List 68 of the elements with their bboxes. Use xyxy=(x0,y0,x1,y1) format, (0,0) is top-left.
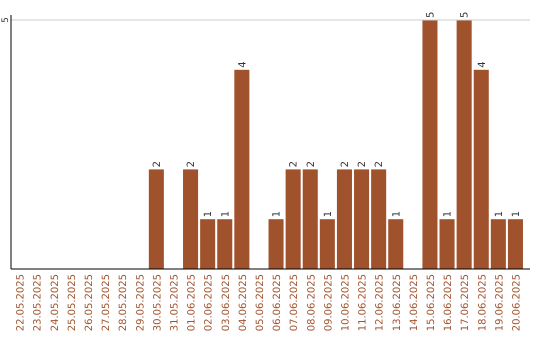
bar xyxy=(268,219,284,269)
data-label: 1 xyxy=(510,210,522,218)
data-label: 2 xyxy=(357,161,368,168)
bar xyxy=(320,219,335,269)
bar xyxy=(336,169,352,269)
x-tick-label: 11.06.2025 xyxy=(358,274,369,332)
x-tick-label: 29.05.2025 xyxy=(135,274,146,332)
x-tick-label: 05.06.2025 xyxy=(254,274,266,332)
x-tick-label: 22.05.2025 xyxy=(16,274,27,332)
data-label: 2 xyxy=(186,161,198,168)
x-tick-label: 10.06.2025 xyxy=(340,274,352,332)
x-tick-label: 24.05.2025 xyxy=(50,274,61,332)
bar xyxy=(388,219,404,269)
data-label: 2 xyxy=(340,161,351,168)
data-label: 1 xyxy=(272,210,283,218)
data-label: 4 xyxy=(237,61,248,68)
data-label: 2 xyxy=(306,161,317,168)
x-tick-label: 15.06.2025 xyxy=(426,274,437,332)
x-tick-label: 01.06.2025 xyxy=(186,274,198,332)
bar xyxy=(217,219,232,269)
bar xyxy=(371,169,386,269)
data-label: 1 xyxy=(494,210,505,218)
x-tick-label: 13.06.2025 xyxy=(392,274,403,332)
x-tick-label: 28.05.2025 xyxy=(118,274,130,332)
data-label: 4 xyxy=(476,61,488,68)
bar xyxy=(354,169,370,269)
bar xyxy=(456,20,472,269)
x-tick-label: 16.06.2025 xyxy=(443,274,454,332)
x-tick-label: 03.06.2025 xyxy=(220,274,232,332)
x-tick-label: 12.06.2025 xyxy=(374,274,386,332)
x-tick-label: 17.06.2025 xyxy=(460,274,472,332)
data-label: 2 xyxy=(288,161,300,168)
x-tick-label: 18.06.2025 xyxy=(477,274,488,332)
x-tick-label: 08.06.2025 xyxy=(306,274,318,332)
bar xyxy=(440,219,455,269)
x-tick-label: 30.05.2025 xyxy=(152,274,164,332)
x-tick-label: 20.06.2025 xyxy=(511,274,522,332)
x-tick-label: 27.05.2025 xyxy=(101,274,112,332)
data-label: 1 xyxy=(220,210,232,218)
bar xyxy=(508,219,523,269)
x-tick-label: 14.06.2025 xyxy=(408,274,420,332)
x-tick-label: 06.06.2025 xyxy=(272,274,284,332)
bar xyxy=(474,70,489,269)
x-tick-label: 23.05.2025 xyxy=(32,274,44,332)
data-label: 5 xyxy=(460,12,471,18)
data-label: 1 xyxy=(391,210,402,218)
bar xyxy=(422,20,438,269)
data-label: 2 xyxy=(374,161,386,168)
x-tick-label: 19.06.2025 xyxy=(494,274,506,332)
data-label: 1 xyxy=(203,210,214,218)
data-label: 5 xyxy=(425,12,436,18)
data-label: 2 xyxy=(152,161,163,168)
bar xyxy=(286,169,301,269)
bar xyxy=(148,169,164,269)
bar xyxy=(490,219,506,269)
x-tick-label: 04.06.2025 xyxy=(238,274,249,332)
x-tick-label: 09.06.2025 xyxy=(323,274,334,332)
x-tick-label: 02.06.2025 xyxy=(204,274,215,332)
x-tick-label: 31.05.2025 xyxy=(169,274,180,332)
bar xyxy=(183,169,198,269)
data-label: 1 xyxy=(442,210,454,218)
x-tick-label: 26.05.2025 xyxy=(84,274,95,332)
bar xyxy=(302,169,318,269)
x-tick-label: 25.05.2025 xyxy=(66,274,78,332)
bar xyxy=(234,70,250,269)
x-tick-label: 07.06.2025 xyxy=(289,274,300,332)
data-label: 1 xyxy=(322,210,334,218)
bar xyxy=(200,219,216,269)
